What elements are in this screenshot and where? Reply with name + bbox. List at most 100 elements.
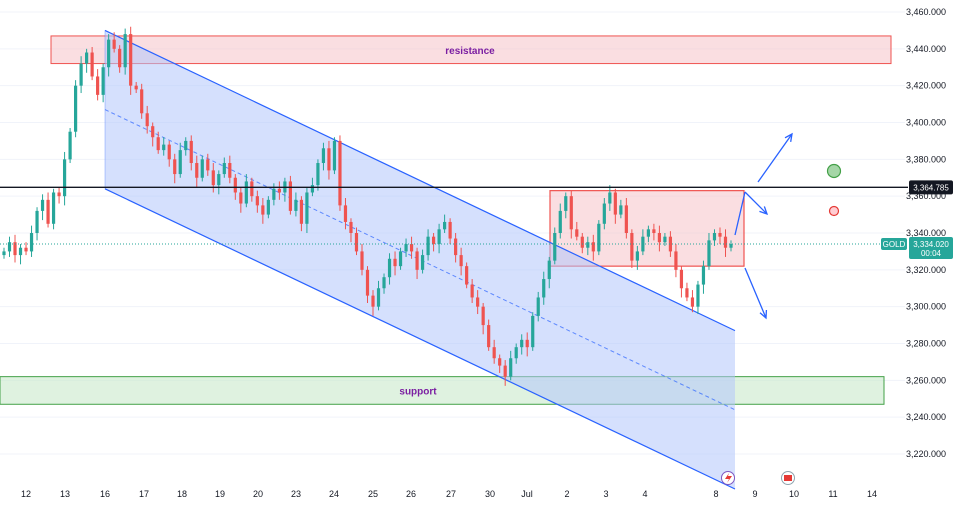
candle-body [387, 258, 392, 278]
symbol-badge [881, 238, 907, 251]
candle-body [602, 203, 606, 224]
candle-body [420, 255, 425, 270]
candle-body [608, 192, 612, 204]
candle-body [564, 196, 568, 211]
horizontal-line[interactable] [0, 186, 908, 245]
candle-body [492, 347, 496, 359]
support-zone [0, 376, 885, 405]
candle-body [140, 89, 144, 114]
candle-body [426, 236, 430, 256]
candle-body [591, 242, 595, 252]
flag-stripes-icon [784, 475, 792, 481]
candle-body [398, 251, 403, 267]
candle-body [51, 192, 56, 224]
candle-body [233, 177, 237, 193]
price-tick-label: 3,360.000 [906, 191, 946, 201]
candle-body [531, 315, 535, 348]
candle-body [200, 159, 204, 178]
short-down-arrow [744, 191, 768, 215]
candle-body [107, 39, 111, 68]
candle-body [630, 233, 634, 261]
candle-body [701, 266, 706, 285]
current-price-badge [909, 237, 953, 260]
time-axis[interactable]: 12 13 16 17 18 19 20 23 24 25 26 27 30 Jul 2 3 4 8 9 10 11 14 [21, 489, 877, 499]
candle-body [327, 148, 331, 171]
up-arrow-head [784, 132, 793, 142]
regression-channel[interactable] [104, 29, 736, 490]
candle-body [696, 284, 700, 307]
candle-body [123, 34, 127, 68]
candle-body [178, 150, 182, 175]
candle-body [712, 233, 717, 241]
candle-body [542, 279, 546, 298]
candle-body [7, 242, 12, 252]
candle-body [173, 159, 177, 175]
price-tick-label: 3,220.000 [906, 449, 946, 459]
candle-body [13, 242, 17, 256]
candle-body [431, 236, 436, 245]
candle-body [134, 85, 138, 90]
candle-body [586, 242, 590, 248]
candle-body [553, 233, 557, 261]
candle-body [250, 181, 254, 197]
candle-body [35, 210, 39, 233]
time-tick-label: 19 [215, 489, 225, 499]
candle-body [448, 221, 452, 239]
candle-body [652, 229, 656, 233]
time-tick-label: 10 [789, 489, 799, 499]
candle-body [332, 140, 337, 171]
projection-arrows[interactable] [721, 132, 842, 485]
price-tick-label: 3,460.000 [906, 7, 946, 17]
candle-body [2, 251, 6, 256]
time-tick-label: 12 [21, 489, 31, 499]
lightning-bolt-icon [725, 473, 732, 483]
time-tick-label: 26 [406, 489, 416, 499]
candle-body [73, 85, 78, 132]
candle-body [349, 221, 353, 233]
candle-body [536, 297, 540, 316]
candle-body [244, 181, 248, 204]
price-axis[interactable]: 3,460.000 3,440.000 3,420.000 3,400.000 3,38… [906, 7, 946, 459]
candle-body [360, 251, 364, 270]
candle-body [288, 181, 292, 211]
horizontal-line-price-badge [909, 180, 953, 195]
candle-body [40, 199, 45, 211]
candle-body [481, 306, 485, 326]
candle-body [503, 365, 507, 377]
candle-body [184, 140, 188, 151]
candle-body [266, 199, 270, 215]
green-circle-marker [826, 163, 842, 179]
candle-body [514, 347, 518, 359]
candle-body [96, 76, 100, 95]
horizontal-line-price-badge-text: 3,364.785 [913, 183, 949, 192]
candle-body [365, 269, 370, 296]
price-tick-label: 3,420.000 [906, 81, 946, 91]
candle-body [167, 144, 171, 160]
candle-body [68, 131, 72, 160]
candle-body [690, 297, 695, 307]
channel-lower-line [104, 188, 736, 490]
resistance-label: resistance [445, 46, 495, 57]
candle-body [129, 34, 133, 86]
candle-body [465, 266, 469, 285]
time-tick-label: 25 [368, 489, 378, 499]
candle-body [85, 52, 89, 64]
price-tick-label: 3,260.000 [906, 375, 946, 385]
candle-body [18, 247, 23, 256]
candle-body [707, 240, 711, 267]
candle-body [613, 192, 617, 215]
candle-body [162, 144, 166, 151]
candle-body [509, 358, 513, 377]
price-tick-label: 3,440.000 [906, 44, 946, 54]
candle-body [674, 251, 678, 270]
channel-fill [105, 30, 735, 489]
candle-body [228, 163, 232, 178]
candle-body [415, 251, 419, 270]
up-arrow [757, 133, 793, 183]
candle-body [597, 223, 601, 252]
candle-body [118, 48, 122, 68]
candle-body [338, 140, 342, 206]
time-tick-label: 17 [139, 489, 149, 499]
candle-body [393, 258, 397, 267]
